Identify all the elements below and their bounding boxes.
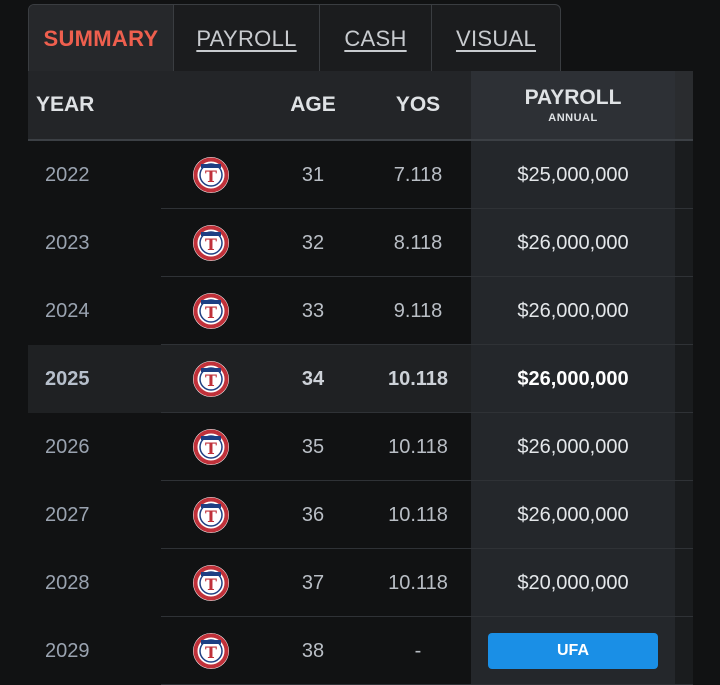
- row-edge: [675, 141, 693, 209]
- age-cell: 33: [301, 299, 325, 322]
- header-edge: [675, 71, 693, 139]
- rangers-logo-icon[interactable]: T: [192, 617, 230, 685]
- table-row: 2026 T 35 10.118 $26,000,000: [28, 413, 693, 481]
- yos-cell: -: [414, 639, 422, 662]
- table-row: 2024 T 33 9.118 $26,000,000: [28, 277, 693, 345]
- header-yos[interactable]: YOS: [395, 93, 441, 116]
- year-cell: 2023: [45, 231, 90, 254]
- svg-text:T: T: [205, 235, 217, 254]
- payroll-cell: $26,000,000: [471, 209, 675, 277]
- payroll-cell: $26,000,000: [471, 345, 675, 413]
- header-payroll-label: PAYROLL: [524, 86, 622, 109]
- svg-text:T: T: [205, 167, 217, 186]
- yos-cell: 10.118: [387, 367, 449, 390]
- rangers-logo-icon[interactable]: T: [192, 141, 230, 209]
- rangers-logo-icon[interactable]: T: [192, 481, 230, 549]
- svg-text:T: T: [205, 371, 217, 390]
- header-payroll-sub: ANNUAL: [548, 112, 598, 124]
- payroll-cell: $26,000,000: [471, 413, 675, 481]
- year-cell: 2024: [45, 299, 90, 322]
- table-body: 2022 T 31 7.118 $25,000,000 2023 T: [28, 141, 693, 685]
- row-edge: [675, 549, 693, 617]
- age-cell: 37: [301, 571, 325, 594]
- table-row: 2023 T 32 8.118 $26,000,000: [28, 209, 693, 277]
- yos-cell: 7.118: [393, 163, 443, 186]
- header-age[interactable]: AGE: [290, 93, 336, 116]
- rangers-logo-icon[interactable]: T: [192, 413, 230, 481]
- rangers-logo-icon[interactable]: T: [192, 277, 230, 345]
- yos-cell: 10.118: [388, 435, 448, 458]
- age-cell: 35: [301, 435, 325, 458]
- contract-table: YEAR AGE YOS PAYROLL ANNUAL 2022 T 31 7.…: [28, 71, 693, 685]
- row-edge: [675, 209, 693, 277]
- table-row: 2025 T 34 10.118 $26,000,000: [28, 345, 693, 413]
- yos-cell: 10.118: [388, 503, 448, 526]
- row-divider: [161, 548, 693, 549]
- rangers-logo-icon[interactable]: T: [192, 549, 230, 617]
- row-divider: [161, 616, 693, 617]
- age-cell: 38: [301, 639, 325, 662]
- age-cell: 31: [301, 163, 325, 186]
- row-divider: [161, 412, 693, 413]
- year-cell: 2027: [45, 503, 90, 526]
- payroll-cell: $26,000,000: [471, 277, 675, 345]
- tab-summary[interactable]: SUMMARY: [29, 5, 173, 72]
- yos-cell: 8.118: [393, 231, 443, 254]
- row-edge: [675, 345, 693, 413]
- age-cell: 34: [301, 367, 325, 390]
- age-cell: 36: [301, 503, 325, 526]
- yos-cell: 10.118: [388, 571, 448, 594]
- svg-text:T: T: [205, 303, 217, 322]
- row-edge: [675, 413, 693, 481]
- row-edge: [675, 481, 693, 549]
- tab-cash[interactable]: CASH: [319, 5, 431, 72]
- row-divider: [161, 344, 693, 345]
- rangers-logo-icon[interactable]: T: [192, 209, 230, 277]
- payroll-cell: $20,000,000: [471, 549, 675, 617]
- yos-cell: 9.118: [393, 299, 443, 322]
- table-header: YEAR AGE YOS PAYROLL ANNUAL: [28, 71, 693, 141]
- rangers-logo-icon[interactable]: T: [192, 345, 230, 413]
- tab-payroll[interactable]: PAYROLL: [173, 5, 319, 72]
- svg-text:T: T: [205, 507, 217, 526]
- row-edge: [675, 277, 693, 345]
- year-cell: 2029: [45, 639, 90, 662]
- svg-text:T: T: [205, 439, 217, 458]
- tab-bar: SUMMARY PAYROLL CASH VISUAL: [28, 4, 561, 73]
- row-divider: [161, 276, 693, 277]
- payroll-cell: UFA: [471, 617, 675, 685]
- table-row: 2029 T 38 - UFA: [28, 617, 693, 685]
- svg-text:T: T: [205, 575, 217, 594]
- table-row: 2028 T 37 10.118 $20,000,000: [28, 549, 693, 617]
- table-row: 2022 T 31 7.118 $25,000,000: [28, 141, 693, 209]
- ufa-badge[interactable]: UFA: [488, 633, 658, 669]
- svg-text:T: T: [205, 643, 217, 662]
- row-edge: [675, 617, 693, 685]
- year-cell: 2026: [45, 435, 90, 458]
- header-year[interactable]: YEAR: [36, 93, 95, 116]
- row-divider: [161, 480, 693, 481]
- header-payroll[interactable]: PAYROLL ANNUAL: [471, 71, 675, 139]
- row-divider: [161, 208, 693, 209]
- payroll-cell: $26,000,000: [471, 481, 675, 549]
- year-cell: 2022: [45, 163, 90, 186]
- year-cell: 2028: [45, 571, 90, 594]
- age-cell: 32: [301, 231, 325, 254]
- tab-visual[interactable]: VISUAL: [431, 5, 560, 72]
- year-cell: 2025: [45, 367, 90, 390]
- table-row: 2027 T 36 10.118 $26,000,000: [28, 481, 693, 549]
- payroll-cell: $25,000,000: [471, 141, 675, 209]
